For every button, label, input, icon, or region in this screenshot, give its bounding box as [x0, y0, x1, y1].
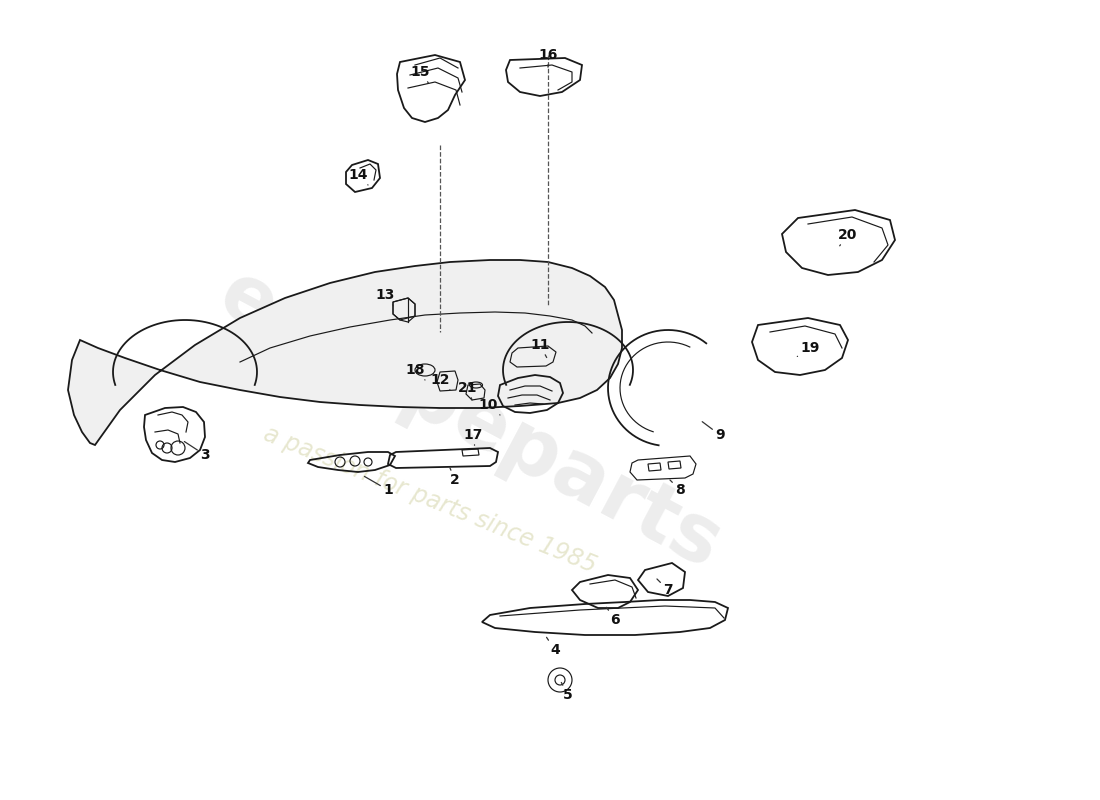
Text: 20: 20	[838, 228, 858, 246]
Text: 13: 13	[375, 288, 395, 306]
Text: 8: 8	[670, 480, 685, 497]
Text: 2: 2	[450, 468, 460, 487]
Text: 16: 16	[538, 48, 558, 67]
Text: 15: 15	[410, 65, 430, 83]
Text: 14: 14	[349, 168, 368, 185]
Text: 6: 6	[606, 607, 619, 627]
Text: 10: 10	[478, 398, 500, 415]
Text: 4: 4	[547, 638, 560, 657]
Text: 1: 1	[364, 476, 393, 497]
Text: 3: 3	[185, 442, 210, 462]
Text: 5: 5	[561, 682, 573, 702]
Text: 7: 7	[657, 579, 673, 597]
Text: 9: 9	[702, 422, 725, 442]
Text: europeparts: europeparts	[206, 254, 735, 586]
Text: a passion for parts since 1985: a passion for parts since 1985	[260, 422, 600, 578]
Text: 21: 21	[459, 381, 477, 400]
Text: 18: 18	[405, 363, 425, 380]
Text: 19: 19	[798, 341, 820, 357]
Text: 17: 17	[463, 428, 483, 446]
Text: 11: 11	[530, 338, 550, 358]
Polygon shape	[68, 260, 621, 445]
Text: 12: 12	[430, 373, 450, 390]
